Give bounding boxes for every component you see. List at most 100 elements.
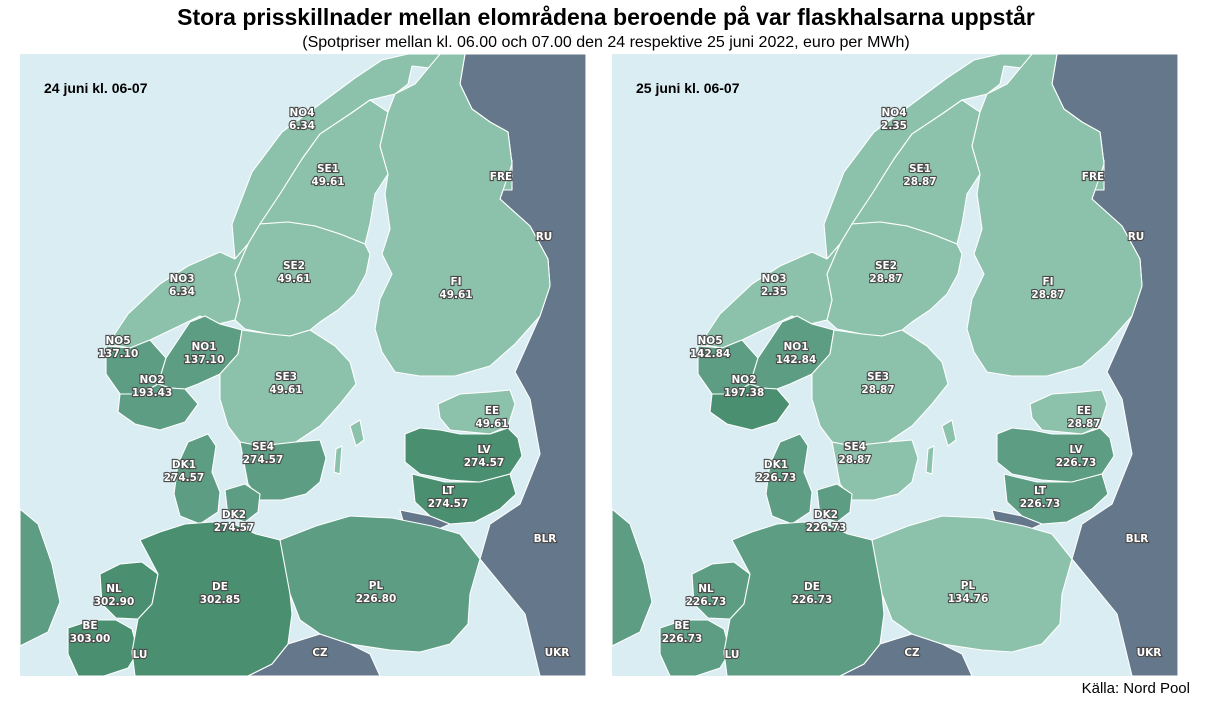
zone-label-no1: NO1 137.10 [184, 341, 225, 366]
zone-be [659, 619, 731, 676]
zone-label-no3: NO3 6.34 [169, 273, 195, 298]
zone-price: 274.57 [464, 457, 505, 469]
zone-name: PL [961, 580, 976, 592]
zone-name: LT [442, 485, 455, 497]
zone-label-ee: EE 49.61 [475, 405, 508, 430]
zone-price: 197.38 [724, 387, 765, 399]
zone-name: SE4 [252, 441, 274, 453]
zone-name: BE [82, 620, 97, 632]
zone-label-se4: SE4 28.87 [838, 441, 871, 466]
zone-price: 226.80 [356, 593, 397, 605]
zone-dk1 [765, 433, 813, 525]
zone-label-ee: EE 28.87 [1067, 405, 1100, 430]
zone-price: 142.84 [690, 348, 731, 360]
zone-price: 274.57 [243, 454, 284, 466]
external-zone-label-fre: FRE [490, 171, 512, 183]
zone-price: 28.87 [861, 384, 894, 396]
zone-label-no5: NO5 142.84 [690, 335, 731, 360]
zone-price: 226.73 [1020, 498, 1061, 510]
zone-name: NO2 [139, 374, 164, 386]
oland-island [333, 445, 343, 475]
external-zone-label-fre: FRE [1082, 171, 1104, 183]
zone-label-nl: NL 226.73 [686, 583, 727, 608]
zone-label-no4: NO4 6.34 [289, 107, 315, 132]
zone-price: 226.73 [806, 522, 847, 534]
zone-label-dk1: DK1 274.57 [164, 459, 205, 484]
zone-price: 28.87 [838, 454, 871, 466]
uk-coast [20, 508, 61, 647]
external-zone-label-blr: BLR [1126, 533, 1149, 545]
chart-title: Stora prisskillnader mellan elområdena b… [177, 4, 1035, 30]
zone-label-dk2: DK2 274.57 [214, 509, 255, 534]
zone-name: SE3 [275, 371, 297, 383]
zone-fi [966, 54, 1143, 377]
zone-name: DK1 [172, 459, 196, 471]
zone-name: DK1 [764, 459, 788, 471]
zone-name: NO4 [289, 107, 314, 119]
zone-label-de: DE 302.85 [200, 581, 241, 606]
zone-label-se2: SE2 49.61 [277, 260, 310, 285]
zone-price: 226.73 [662, 633, 703, 645]
zone-label-pl: PL 134.76 [948, 580, 989, 605]
zone-ee [437, 389, 516, 435]
zone-name: EE [485, 405, 499, 417]
zone-label-fi: FI 28.87 [1031, 276, 1064, 301]
zone-name: NO1 [191, 341, 216, 353]
gotland-island [349, 419, 365, 447]
zone-label-se3: SE3 28.87 [861, 371, 894, 396]
zone-price: 274.57 [164, 472, 205, 484]
zone-name: BE [674, 620, 689, 632]
zone-price: 28.87 [903, 176, 936, 188]
zone-name: LV [477, 444, 491, 456]
zone-price: 226.73 [1056, 457, 1097, 469]
zone-label-dk1: DK1 226.73 [756, 459, 797, 484]
zone-price: 2.35 [761, 286, 787, 298]
gotland-island [941, 419, 957, 447]
chart-subtitle: (Spotpriser mellan kl. 06.00 och 07.00 d… [302, 34, 910, 51]
zone-price: 49.61 [277, 273, 310, 285]
zone-dk1 [173, 433, 221, 525]
zone-lt [1003, 473, 1109, 525]
zone-de [131, 521, 293, 676]
zone-price: 6.34 [169, 286, 195, 298]
zone-lv [404, 427, 523, 483]
external-zone-label-cz: CZ [904, 647, 920, 659]
zone-pl [871, 515, 1073, 653]
zone-price: 302.90 [94, 596, 135, 608]
zone-price: 28.87 [1031, 289, 1064, 301]
zone-label-nl: NL 302.90 [94, 583, 135, 608]
zone-de [723, 521, 885, 676]
zone-pl [279, 515, 481, 653]
zone-price: 226.73 [756, 472, 797, 484]
zone-name: PL [369, 580, 384, 592]
zone-price: 49.61 [439, 289, 472, 301]
zone-label-lt: LT 226.73 [1020, 485, 1061, 510]
map-panel-june-24: FRE RU BLR UKR CZ LU NO4 6.34 SE1 49.61 SE2 49.61 NO… [20, 54, 586, 676]
zone-name: SE4 [844, 441, 866, 453]
external-zone-label-ukr: UKR [1137, 647, 1162, 659]
zone-name: FI [1042, 276, 1053, 288]
zone-price: 137.10 [98, 348, 139, 360]
zone-name: NO3 [169, 273, 194, 285]
zone-no3 [107, 243, 249, 349]
zone-label-se4: SE4 274.57 [243, 441, 284, 466]
zone-name: DK2 [222, 509, 246, 521]
zone-lv [996, 427, 1115, 483]
zone-label-no5: NO5 137.10 [98, 335, 139, 360]
zone-fi [374, 54, 551, 377]
zone-label-fi: FI 49.61 [439, 276, 472, 301]
zone-price: 49.61 [269, 384, 302, 396]
zone-be [67, 619, 139, 676]
zone-name: LT [1034, 485, 1047, 497]
zone-name: SE1 [909, 163, 931, 175]
zone-price: 274.57 [428, 498, 469, 510]
map-panel-june-25: FRE RU BLR UKR CZ LU NO4 2.35 SE1 28.87 SE2 28.87 NO… [612, 54, 1178, 676]
zone-name: SE1 [317, 163, 339, 175]
zone-name: NL [106, 583, 122, 595]
zone-name: FI [450, 276, 461, 288]
zone-se3 [219, 329, 357, 447]
zone-name: SE3 [867, 371, 889, 383]
zone-price: 28.87 [869, 273, 902, 285]
zone-dk2 [224, 483, 261, 523]
